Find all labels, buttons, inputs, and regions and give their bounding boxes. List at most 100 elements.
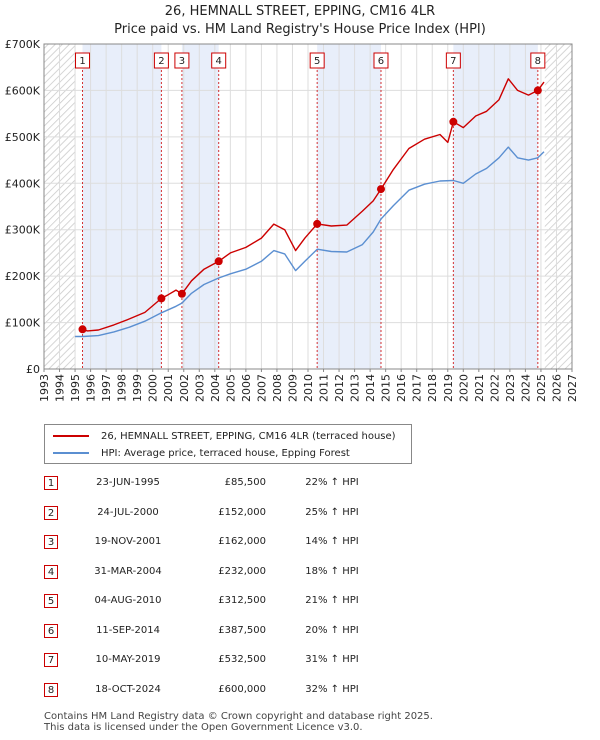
- footer-copyright: Contains HM Land Registry data © Crown c…: [44, 711, 433, 722]
- x-tick-label: 1997: [100, 374, 113, 402]
- sale-marker-number: 8: [535, 56, 541, 67]
- x-tick-label: 1995: [69, 374, 82, 402]
- legend-swatch-property: [53, 435, 89, 437]
- sale-marker-box: [211, 52, 227, 69]
- sale-row: 4 31-MAR-2004 £232,000 18% ↑ HPI: [0, 559, 600, 589]
- x-tick-label: 1994: [54, 374, 67, 402]
- chart-title: 26, HEMNALL STREET, EPPING, CM16 4LR: [164, 4, 436, 19]
- sale-price: £85,500: [224, 477, 266, 488]
- x-tick-label: 2012: [333, 374, 346, 402]
- sale-number-badge: 1: [44, 476, 58, 490]
- sale-hpi-change: 25% ↑ HPI: [305, 507, 359, 518]
- sale-point: [78, 325, 87, 334]
- x-tick-label: 2000: [147, 374, 160, 402]
- sale-marker-number: 1: [79, 56, 85, 67]
- x-tick-label: 2021: [473, 374, 486, 402]
- sale-marker-box: [530, 52, 546, 69]
- sale-hpi-change: 14% ↑ HPI: [305, 536, 359, 547]
- x-tick-label: 2002: [178, 374, 191, 402]
- x-tick-label: 2023: [504, 374, 517, 402]
- x-tick-label: 2014: [364, 374, 377, 402]
- sale-point: [177, 289, 186, 298]
- y-tick-label: £100K: [5, 317, 41, 330]
- x-tick-label: 2016: [395, 374, 408, 402]
- x-tick-label: 2017: [411, 374, 424, 402]
- x-tick-label: 2020: [457, 374, 470, 402]
- sale-marker-box: [75, 52, 91, 69]
- sale-marker-number: 6: [378, 56, 384, 67]
- y-tick-label: £700K: [5, 38, 41, 51]
- sale-marker-box: [373, 52, 389, 69]
- sale-date: 10-MAY-2019: [95, 654, 161, 665]
- x-tick-label: 2008: [271, 374, 284, 402]
- ownership-shade: [317, 44, 381, 369]
- x-tick-label: 2019: [442, 374, 455, 402]
- sale-point: [214, 257, 223, 266]
- x-tick-label: 2015: [380, 374, 393, 402]
- sale-row: 7 10-MAY-2019 £532,500 31% ↑ HPI: [0, 647, 600, 677]
- sale-price: £162,000: [218, 536, 266, 547]
- sale-date: 19-NOV-2001: [94, 536, 162, 547]
- x-tick-label: 2026: [550, 374, 563, 402]
- sale-hpi-change: 21% ↑ HPI: [305, 595, 359, 606]
- sale-point: [376, 185, 385, 194]
- sale-marker-box: [445, 52, 461, 69]
- x-tick-label: 2010: [302, 374, 315, 402]
- sale-number-badge: 7: [44, 653, 58, 667]
- sale-date: 04-AUG-2010: [94, 595, 162, 606]
- sale-marker-number: 3: [179, 56, 185, 67]
- y-tick-label: £500K: [5, 131, 41, 144]
- x-tick-label: 2011: [318, 374, 331, 402]
- y-tick-label: £300K: [5, 224, 41, 237]
- sale-marker-box: [153, 52, 169, 69]
- sale-hpi-change: 32% ↑ HPI: [305, 684, 359, 695]
- legend-label-property: 26, HEMNALL STREET, EPPING, CM16 4LR (te…: [101, 430, 396, 442]
- sale-date: 18-OCT-2024: [95, 684, 161, 695]
- x-tick-label: 2025: [535, 374, 548, 402]
- sale-number-badge: 4: [44, 565, 58, 579]
- chart-legend: 26, HEMNALL STREET, EPPING, CM16 4LR (te…: [44, 424, 412, 464]
- x-tick-label: 2007: [255, 374, 268, 402]
- ownership-shade: [181, 44, 219, 369]
- sale-number-badge: 3: [44, 535, 58, 549]
- x-tick-label: 2013: [349, 374, 362, 402]
- x-tick-label: 2022: [488, 374, 501, 402]
- sale-point: [449, 117, 458, 126]
- sale-hpi-change: 20% ↑ HPI: [305, 625, 359, 636]
- y-tick-label: £200K: [5, 270, 41, 283]
- sale-number-badge: 5: [44, 594, 58, 608]
- sale-number-badge: 2: [44, 506, 58, 520]
- sale-hpi-change: 31% ↑ HPI: [305, 654, 359, 665]
- sale-price: £532,500: [218, 654, 266, 665]
- sale-date: 11-SEP-2014: [96, 625, 160, 636]
- sale-price: £312,500: [218, 595, 266, 606]
- sale-date: 24-JUL-2000: [97, 507, 159, 518]
- footer-licence: This data is licensed under the Open Gov…: [44, 722, 363, 733]
- x-tick-label: 2003: [193, 374, 206, 402]
- x-tick-label: 2027: [566, 374, 579, 402]
- sale-price: £387,500: [218, 625, 266, 636]
- price-chart: 1 2 3 4 5 6 7 8 £0 £100K £200K £300K £400K £500K £600…: [5, 38, 579, 402]
- hpi-line: [75, 146, 545, 338]
- x-tick-label: 2024: [519, 374, 532, 402]
- sale-row: 3 19-NOV-2001 £162,000 14% ↑ HPI: [0, 529, 600, 559]
- x-tick-label: 1998: [116, 374, 129, 402]
- sale-marker-number: 2: [158, 56, 164, 67]
- legend-item-property: 26, HEMNALL STREET, EPPING, CM16 4LR (te…: [53, 428, 396, 444]
- y-tick-label: £0: [26, 363, 40, 376]
- x-tick-label: 1993: [38, 374, 51, 402]
- sale-point: [533, 86, 542, 95]
- sale-price: £600,000: [218, 684, 266, 695]
- sale-hpi-change: 22% ↑ HPI: [305, 477, 359, 488]
- sale-row: 5 04-AUG-2010 £312,500 21% ↑ HPI: [0, 588, 600, 618]
- legend-item-hpi: HPI: Average price, terraced house, Eppi…: [53, 445, 350, 461]
- sale-row: 8 18-OCT-2024 £600,000 32% ↑ HPI: [0, 677, 600, 707]
- chart-subtitle: Price paid vs. HM Land Registry's House …: [114, 22, 486, 37]
- x-tick-label: 2006: [240, 374, 253, 402]
- x-tick-label: 2009: [286, 374, 299, 402]
- x-tick-label: 2004: [209, 374, 222, 402]
- sale-date: 23-JUN-1995: [96, 477, 160, 488]
- sale-hpi-change: 18% ↑ HPI: [305, 566, 359, 577]
- y-tick-label: £400K: [5, 177, 41, 190]
- sale-marker-box: [309, 52, 325, 69]
